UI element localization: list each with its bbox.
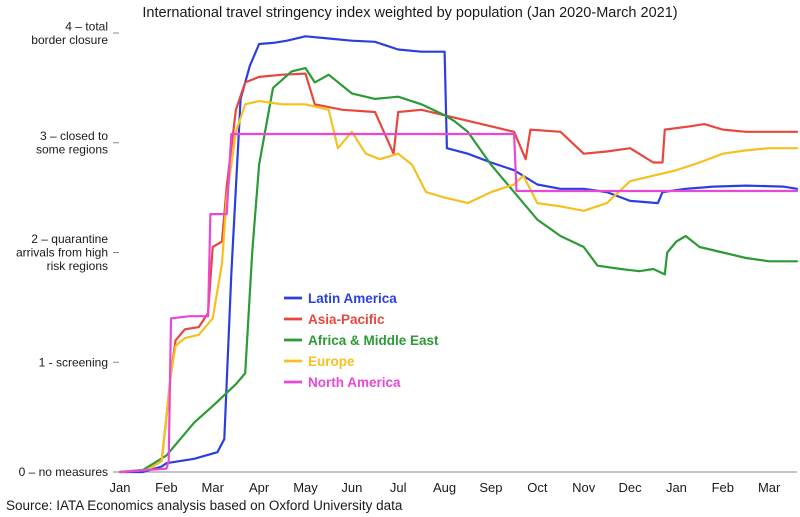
- series-line-north-america: [118, 132, 799, 474]
- y-tick-label: 4 – total: [65, 19, 108, 33]
- series-line-africa-middle-east: [118, 67, 799, 474]
- legend: Latin America Asia-Pacific Africa & Middle…: [284, 291, 439, 390]
- x-tick-label: Apr: [249, 480, 270, 495]
- x-tick-label: Jan: [110, 480, 131, 495]
- legend-label: Africa & Middle East: [308, 333, 439, 348]
- series-line-asia-pacific: [118, 72, 799, 474]
- legend-label: Asia-Pacific: [308, 312, 385, 327]
- x-tick-label: Mar: [202, 480, 225, 495]
- x-tick-label: Dec: [619, 480, 643, 495]
- series-line-europe: [118, 99, 799, 474]
- y-tick-label: risk regions: [47, 259, 108, 273]
- x-tick-label: Aug: [433, 480, 456, 495]
- x-tick-label: Feb: [712, 480, 734, 495]
- legend-label: Latin America: [308, 291, 397, 306]
- chart-title: International travel stringency index we…: [142, 5, 677, 21]
- x-tick-label: Jan: [666, 480, 687, 495]
- y-tick-label: border closure: [31, 33, 108, 47]
- x-tick-label: Oct: [527, 480, 548, 495]
- y-tick-label: arrivals from high: [16, 246, 108, 260]
- y-tick-label: 2 – quarantine: [31, 232, 108, 246]
- source-note: Source: IATA Economics analysis based on…: [6, 498, 403, 513]
- y-tick-label: 0 – no measures: [19, 465, 108, 479]
- legend-label: North America: [308, 375, 401, 390]
- legend-label: Europe: [308, 354, 355, 369]
- x-tick-label: Jul: [390, 480, 407, 495]
- series-line-latin-america: [118, 35, 799, 474]
- x-tick-label: Nov: [572, 480, 596, 495]
- x-axis: Jan Feb Mar Apr May Jun Jul Aug Sep Oct Nov Dec Jan F…: [110, 480, 782, 495]
- y-tick-label: 3 – closed to: [40, 129, 108, 143]
- y-tick-label: some regions: [36, 143, 108, 157]
- x-tick-label: Feb: [155, 480, 177, 495]
- y-tick-label: 1 - screening: [39, 355, 108, 369]
- x-tick-label: Sep: [479, 480, 502, 495]
- x-tick-label: Mar: [758, 480, 781, 495]
- series-lines: [118, 35, 799, 474]
- x-tick-label: Jun: [341, 480, 362, 495]
- x-tick-label: May: [293, 480, 318, 495]
